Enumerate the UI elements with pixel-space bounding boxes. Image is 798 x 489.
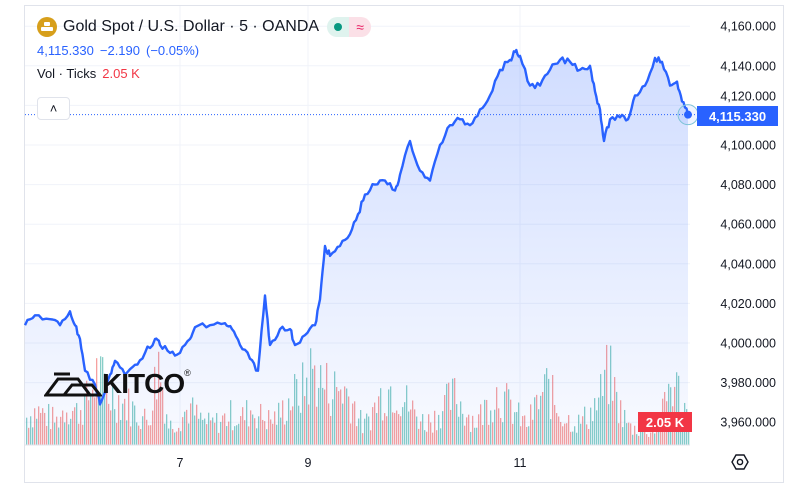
x-tick-label: 9 <box>305 456 312 470</box>
chart-legend: Gold Spot / U.S. Dollar · 5 · OANDA ≈ 4,… <box>37 14 372 81</box>
volume-legend[interactable]: Vol · Ticks 2.05 K <box>37 66 371 81</box>
market-status-pills[interactable]: ≈ <box>327 17 372 37</box>
price-line <box>23 48 690 406</box>
settings-gear-icon[interactable] <box>731 453 749 471</box>
volume-bar <box>688 429 690 445</box>
price-change: −2.190 <box>99 43 140 58</box>
last-price-dot <box>684 110 692 119</box>
last-price-tag: 4,115.330 <box>697 106 778 126</box>
y-tick-label: 4,040.000 <box>720 257 776 271</box>
y-tick-label: 3,960.000 <box>720 416 776 430</box>
y-tick-label: 4,060.000 <box>720 218 776 232</box>
volume-value: 2.05 K <box>102 66 140 81</box>
price-change-pct: (−0.05%) <box>146 43 200 58</box>
kitco-logo-text: KITCO <box>102 368 185 399</box>
chevron-up-icon: ˄ <box>49 101 58 116</box>
y-tick-label: 4,120.000 <box>720 90 776 104</box>
y-tick-label: 4,000.000 <box>720 337 776 351</box>
collapse-legend-button[interactable]: ˄ <box>37 97 70 120</box>
market-open-icon[interactable] <box>327 17 350 37</box>
price-area-fill <box>25 50 688 445</box>
y-tick-label: 3,980.000 <box>720 376 776 390</box>
symbol-title[interactable]: Gold Spot / U.S. Dollar · 5 · OANDA <box>63 18 320 35</box>
x-tick-label: 7 <box>177 456 184 470</box>
kitco-bars-icon <box>44 372 102 397</box>
price-values: 4,115.330 −2.190 (−0.05%) <box>37 43 371 58</box>
x-tick-label: 11 <box>514 456 527 470</box>
y-tick-label: 4,020.000 <box>720 297 776 311</box>
chart-frame <box>24 5 784 483</box>
volume-tag: 2.05 K <box>638 412 692 432</box>
kitco-logo: KITCO ® <box>44 368 191 400</box>
last-price: 4,115.330 <box>37 43 94 58</box>
y-tick-label: 4,140.000 <box>720 59 776 73</box>
y-tick-label: 4,080.000 <box>720 178 776 192</box>
registered-mark: ® <box>184 368 191 378</box>
data-delayed-icon[interactable]: ≈ <box>349 17 372 37</box>
gold-symbol-icon <box>37 17 57 37</box>
y-tick-label: 4,160.000 <box>720 20 776 34</box>
y-tick-label: 4,100.000 <box>720 139 776 153</box>
volume-label: Vol · Ticks <box>37 66 97 81</box>
